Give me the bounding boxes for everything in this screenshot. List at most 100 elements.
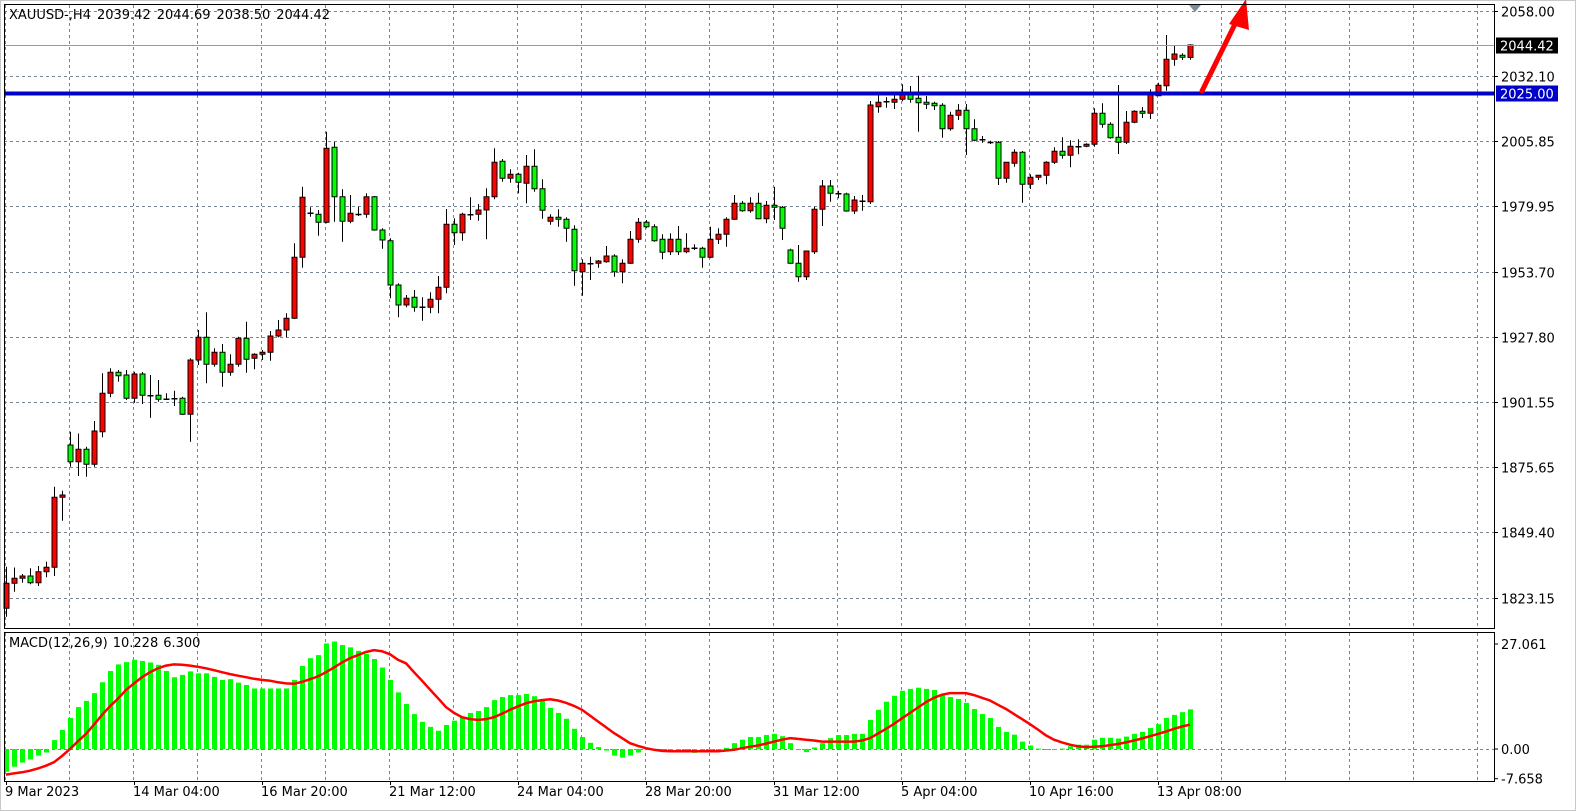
- macd-histogram-bar: [908, 688, 913, 749]
- macd-histogram-bar: [1172, 714, 1177, 749]
- level-price-label: 2025.00: [1500, 88, 1554, 103]
- candle-bullish: [1123, 121, 1130, 143]
- candle-bearish: [1115, 136, 1122, 143]
- macd-histogram-bar: [244, 684, 249, 749]
- macd-histogram-bar: [28, 748, 33, 760]
- price-axis-label: 1927.80: [1501, 332, 1555, 347]
- current-price-label: 2044.42: [1500, 40, 1554, 55]
- candle-bullish: [267, 335, 274, 353]
- candle-bearish: [1019, 151, 1026, 185]
- candle-bearish: [451, 223, 458, 234]
- candle-bearish: [787, 249, 794, 264]
- candle-bullish: [235, 337, 242, 365]
- candle-bearish: [515, 173, 522, 183]
- price-axis-label: 1901.55: [1501, 397, 1555, 412]
- candle-bearish: [155, 394, 162, 400]
- macd-histogram-bar: [284, 688, 289, 749]
- macd-histogram-bar: [60, 729, 65, 749]
- macd-histogram-bar: [268, 688, 273, 749]
- macd-histogram-bar: [476, 710, 481, 749]
- macd-histogram-bar: [1148, 728, 1153, 749]
- candle-bearish: [995, 141, 1002, 179]
- candle-bullish: [1011, 151, 1018, 164]
- macd-histogram-bar: [364, 653, 369, 749]
- candle-bearish: [371, 196, 378, 231]
- candle-bearish: [1099, 112, 1106, 125]
- candle-bullish: [187, 359, 194, 415]
- candle-bearish: [411, 296, 418, 308]
- macd-histogram-bar: [1108, 737, 1113, 749]
- macd-histogram-bar: [948, 697, 953, 749]
- macd-histogram-bar: [444, 724, 449, 749]
- macd-histogram-bar: [324, 643, 329, 749]
- candle-bearish: [771, 204, 778, 208]
- macd-histogram-bar: [764, 735, 769, 749]
- candle-bearish: [179, 397, 186, 415]
- candle-bullish: [323, 147, 330, 223]
- candle-bearish: [1139, 110, 1146, 114]
- candle-bearish: [843, 193, 850, 212]
- candle-bullish: [1091, 112, 1098, 145]
- macd-histogram-bar: [1092, 739, 1097, 749]
- macd-histogram-bar: [20, 748, 25, 763]
- macd-axis-label: 27.061: [1501, 638, 1547, 653]
- candle-bearish: [395, 284, 402, 306]
- macd-histogram-bar: [868, 719, 873, 749]
- candle-bullish: [107, 371, 114, 394]
- macd-histogram-bar: [52, 740, 57, 749]
- chart-shift-marker-icon: [1189, 5, 1201, 12]
- price-axis-label: 2005.85: [1501, 136, 1555, 151]
- level-price-badge: [1496, 85, 1558, 102]
- candle-bullish: [1067, 145, 1074, 156]
- macd-histogram-bar: [812, 747, 817, 749]
- macd-histogram-bar: [548, 707, 553, 749]
- candle-bearish: [219, 351, 226, 373]
- macd-histogram-bar: [316, 655, 321, 749]
- candle-bullish: [131, 373, 138, 399]
- header-high: 2044.69: [156, 8, 211, 23]
- macd-histogram-bar: [332, 641, 337, 749]
- macd-histogram-bar: [124, 662, 129, 749]
- grid: [4, 5, 1494, 781]
- macd-histogram-bar: [388, 679, 393, 749]
- macd-histogram-bar: [356, 650, 361, 749]
- candle-bearish: [1179, 54, 1186, 58]
- candle-bearish: [643, 221, 650, 228]
- macd-histogram: [4, 641, 1193, 772]
- time-axis-label: 21 Mar 12:00: [389, 785, 476, 800]
- candle-bullish: [1171, 53, 1178, 60]
- candle-bearish: [611, 255, 618, 273]
- candle-bullish: [491, 161, 498, 198]
- candle-bullish: [299, 196, 306, 258]
- candle-bearish: [387, 240, 394, 286]
- macd-histogram-bar: [540, 700, 545, 749]
- candle-bullish: [1027, 176, 1034, 185]
- candle-bullish: [43, 566, 50, 573]
- candle-bullish: [1147, 94, 1154, 114]
- candle-bullish: [59, 494, 66, 498]
- candles: [3, 35, 1194, 617]
- candle-bullish: [51, 496, 58, 568]
- macd-histogram-bar: [220, 679, 225, 749]
- candle-bullish: [627, 238, 634, 264]
- macd-histogram-bar: [1164, 717, 1169, 749]
- candle-bullish: [547, 216, 554, 222]
- candle-bullish: [1187, 44, 1194, 58]
- header-open: 2039.42: [96, 8, 151, 23]
- macd-histogram-bar: [756, 736, 761, 749]
- candle-bearish: [83, 448, 90, 465]
- candle-bullish: [891, 98, 898, 103]
- current-price-badge: [1496, 37, 1558, 54]
- candle-bearish: [67, 444, 74, 463]
- macd-histogram-bar: [1044, 748, 1049, 750]
- candle-bearish: [779, 206, 786, 229]
- macd-signal-value: 6.300: [163, 636, 201, 651]
- macd-histogram-bar: [460, 717, 465, 749]
- candle-bullish: [875, 101, 882, 108]
- macd-histogram-bar: [412, 714, 417, 749]
- time-axis-label: 31 Mar 12:00: [773, 785, 860, 800]
- candle-bearish: [651, 226, 658, 242]
- macd-histogram-bar: [116, 664, 121, 749]
- candle-bullish: [91, 430, 98, 465]
